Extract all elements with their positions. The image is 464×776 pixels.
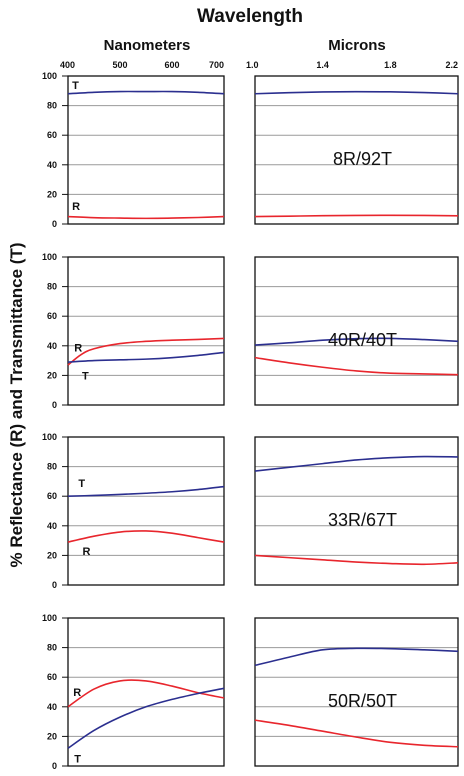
y-tick-label: 60	[47, 672, 57, 682]
panel-row: 0 20 40 60 80 100 T R 33R/67T	[42, 432, 459, 590]
x-tick-label: 600	[164, 60, 179, 70]
y-tick-label: 0	[52, 400, 57, 410]
y-tick-label: 20	[47, 189, 57, 199]
x-tick-label: 1.8	[384, 60, 397, 70]
ratio-label: 8R/92T	[333, 149, 392, 169]
y-tick-label: 40	[47, 521, 57, 531]
panel-frame	[67, 436, 225, 586]
panel-frame	[254, 436, 459, 586]
x-tick-label: 1.4	[316, 60, 329, 70]
reflectance-curve	[254, 719, 459, 748]
transmittance-label: T	[72, 80, 79, 92]
y-tick-label: 0	[52, 219, 57, 229]
y-tick-label: 100	[42, 71, 57, 81]
y-tick-label: 0	[52, 580, 57, 590]
y-tick-label: 40	[47, 341, 57, 351]
reflectance-curve	[254, 356, 459, 376]
y-axis-label: % Reflectance (R) and Transmittance (T)	[7, 243, 26, 568]
reflectance-label: R	[72, 201, 80, 213]
y-tick-label: 20	[47, 550, 57, 560]
transmittance-curve	[67, 351, 225, 363]
y-tick-label: 60	[47, 491, 57, 501]
x-tick-label: 500	[112, 60, 127, 70]
y-tick-label: 100	[42, 252, 57, 262]
column-title-nanometers: Nanometers	[104, 37, 191, 54]
ratio-label: 50R/50T	[328, 691, 397, 711]
y-tick-label: 20	[47, 731, 57, 741]
panel-row: 0 20 40 60 80 100 T R 8R/92T	[42, 71, 459, 229]
reflectance-label: R	[73, 687, 81, 699]
ratio-label: 33R/67T	[328, 510, 397, 530]
reflectance-curve	[254, 214, 459, 218]
x-tick-label: 1.0	[246, 60, 259, 70]
reflectance-curve	[67, 337, 225, 366]
panel-frame	[67, 617, 225, 767]
panel-frame	[254, 617, 459, 767]
x-tick-label: 2.2	[445, 60, 458, 70]
x-tick-labels: 400 500 600 700 1.0 1.4 1.8 2.2	[60, 60, 458, 70]
y-tick-label: 40	[47, 160, 57, 170]
transmittance-curve	[254, 647, 459, 667]
transmittance-curve	[67, 90, 225, 95]
x-tick-label: 700	[209, 60, 224, 70]
x-tick-label: 400	[60, 60, 75, 70]
ratio-label: 40R/40T	[328, 330, 397, 350]
reflectance-curve	[67, 530, 225, 543]
y-tick-label: 80	[47, 462, 57, 472]
y-tick-label: 100	[42, 432, 57, 442]
panel-row: 0 20 40 60 80 100 R T 40R/40T	[42, 252, 459, 410]
chart-title: Wavelength	[197, 6, 303, 27]
panel-frame	[67, 256, 225, 406]
y-tick-label: 60	[47, 311, 57, 321]
reflectance-label: R	[74, 342, 82, 354]
transmittance-label: T	[74, 754, 81, 766]
transmittance-curve	[254, 337, 459, 346]
transmittance-curve	[67, 485, 225, 497]
y-tick-label: 80	[47, 101, 57, 111]
y-tick-label: 20	[47, 370, 57, 380]
column-title-microns: Microns	[328, 37, 386, 54]
panel-frame	[254, 256, 459, 406]
reflectance-curve	[254, 554, 459, 566]
transmittance-curve	[254, 455, 459, 472]
chart-panels: 0 20 40 60 80 100 T R 8R/92T 0 20 40 60 80 100 R T 40R/40…	[42, 71, 459, 771]
y-tick-label: 40	[47, 702, 57, 712]
panel-frame	[67, 75, 225, 225]
panel-frame	[254, 75, 459, 225]
transmittance-curve	[254, 90, 459, 95]
y-tick-label: 60	[47, 130, 57, 140]
panel-row: 0 20 40 60 80 100 R T 50R/50T	[42, 613, 459, 771]
transmittance-curve	[67, 687, 225, 749]
y-tick-label: 80	[47, 643, 57, 653]
y-tick-label: 0	[52, 761, 57, 771]
reflectance-curve	[67, 215, 225, 220]
y-tick-label: 100	[42, 613, 57, 623]
reflectance-label: R	[83, 546, 91, 558]
transmittance-label: T	[82, 370, 89, 382]
y-tick-label: 80	[47, 282, 57, 292]
transmittance-label: T	[78, 478, 85, 490]
